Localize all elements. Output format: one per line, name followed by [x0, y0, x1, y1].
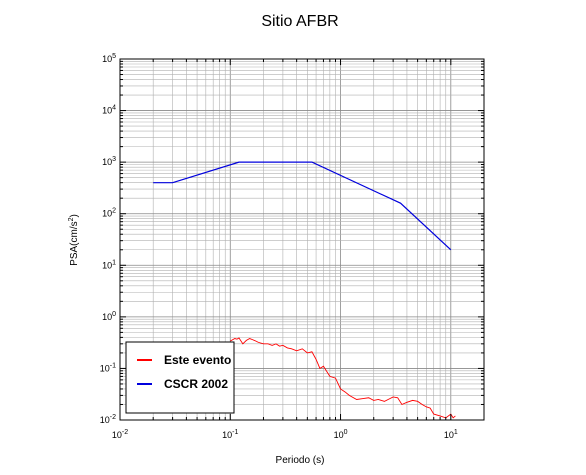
legend-box: [125, 341, 235, 414]
x-tick-label-base: 10: [334, 430, 344, 440]
y-tick-label-exp: -2: [110, 414, 116, 421]
plot-frame: [119, 58, 485, 421]
y-axis-label-exp: 2: [68, 217, 75, 221]
x-tick-label: 100: [334, 429, 348, 440]
x-tick-label-exp: 0: [344, 429, 348, 436]
y-tick-label: 101: [102, 259, 116, 270]
series-layer: [153, 161, 456, 419]
legend: Este evento CSCR 2002: [125, 341, 235, 414]
legend-label-este-evento: Este evento: [164, 353, 231, 367]
y-tick-label-base: 10: [102, 260, 112, 270]
series-line-este-evento: [230, 337, 456, 419]
y-tick-label: 10-2: [100, 414, 116, 425]
y-axis-label: PSA(cm/s2): [68, 214, 80, 266]
y-tick-label: 103: [102, 156, 116, 167]
legend-label-cscr-2002: CSCR 2002: [164, 377, 228, 391]
y-tick-label-exp: 1: [112, 259, 116, 266]
y-tick-label: 102: [102, 208, 116, 219]
x-axis-label: Periodo (s): [276, 455, 325, 466]
y-tick-label-exp: 3: [112, 156, 116, 163]
y-axis-label-main: PSA(cm/s: [69, 221, 80, 265]
y-tick-label: 105: [102, 53, 116, 64]
y-tick-label-base: 10: [102, 312, 112, 322]
y-tick-label: 10-1: [100, 362, 116, 373]
x-tick-label: 10-2: [112, 429, 128, 440]
x-tick-label-base: 10: [222, 430, 232, 440]
y-tick-label-exp: 0: [112, 311, 116, 318]
y-tick-label: 104: [102, 105, 116, 116]
y-tick-label-base: 10: [100, 363, 110, 373]
x-tick-label-base: 10: [112, 430, 122, 440]
y-tick-label-base: 10: [100, 415, 110, 425]
x-tick-label: 10-1: [222, 429, 238, 440]
x-tick-label-exp: -1: [232, 429, 238, 436]
x-tick-label-base: 10: [444, 430, 454, 440]
chart-title: Sitio AFBR: [261, 13, 338, 30]
y-tick-label-base: 10: [102, 106, 112, 116]
series-line-cscr-2002: [153, 161, 452, 251]
y-tick-label-base: 10: [102, 157, 112, 167]
y-tick-label-exp: -1: [110, 362, 116, 369]
y-tick-label: 100: [102, 311, 116, 322]
y-tick-label-base: 10: [102, 209, 112, 219]
x-tick-label-exp: -2: [122, 429, 128, 436]
y-tick-label-exp: 5: [112, 53, 116, 60]
y-tick-label-exp: 4: [112, 105, 116, 112]
x-tick-label: 101: [444, 429, 458, 440]
y-tick-label-exp: 2: [112, 208, 116, 215]
y-axis-label-close: ): [69, 214, 80, 217]
y-tick-label-base: 10: [102, 54, 112, 64]
x-tick-label-exp: 1: [454, 429, 458, 436]
